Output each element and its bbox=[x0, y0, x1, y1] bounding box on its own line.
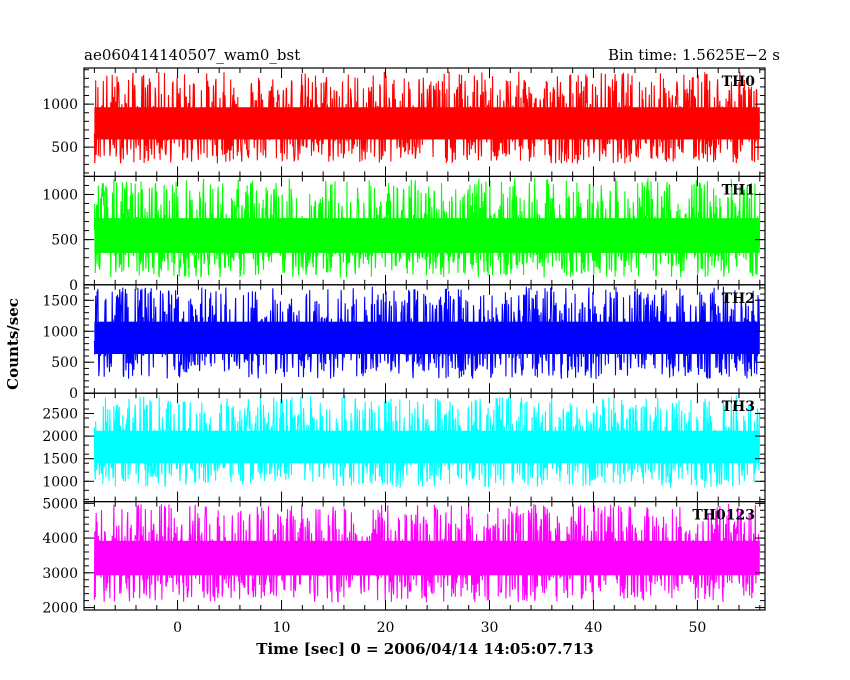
panel-th0: 500 1000 TH0 bbox=[42, 67, 766, 178]
panel-th2: 0 500 1000 1500 TH2 bbox=[42, 284, 766, 402]
x-tick-label: 40 bbox=[585, 620, 603, 636]
y-tick-label: 2000 bbox=[42, 601, 78, 617]
series-line-th0123 bbox=[93, 503, 761, 603]
y-tick-label: 1000 bbox=[42, 324, 78, 340]
y-tick-label: 500 bbox=[51, 233, 78, 249]
x-tick-label: 30 bbox=[481, 620, 499, 636]
panel-label-th0123: TH0123 bbox=[692, 508, 755, 524]
x-tick-label: 0 bbox=[173, 620, 182, 636]
panel-th3: 1000 1500 2000 2500 TH3 bbox=[42, 392, 766, 503]
bin-time-label: Bin time: 1.5625E−2 s bbox=[608, 46, 780, 64]
chart-title: ae060414140507_wam0_bst bbox=[84, 46, 300, 64]
y-tick-label: 5000 bbox=[42, 496, 78, 512]
y-tick-label: 500 bbox=[51, 355, 78, 371]
y-tick-label: 2000 bbox=[42, 429, 78, 445]
x-tick-label: 50 bbox=[689, 620, 707, 636]
y-tick-label: 2500 bbox=[42, 407, 78, 423]
panel-label-th3: TH3 bbox=[722, 399, 755, 415]
x-tick-label: 10 bbox=[273, 620, 291, 636]
y-tick-label: 1500 bbox=[42, 293, 78, 309]
y-tick-label: 1500 bbox=[42, 452, 78, 468]
panel-label-th2: TH2 bbox=[722, 291, 755, 307]
panel-frame bbox=[83, 501, 766, 611]
y-tick-label: 0 bbox=[69, 278, 78, 294]
series-core-th0123 bbox=[94, 540, 760, 576]
y-tick-label: 3000 bbox=[42, 566, 78, 582]
x-tick-label: 20 bbox=[377, 620, 395, 636]
x-axis: 0 10 20 30 40 50 bbox=[173, 620, 706, 636]
y-tick-label: 1000 bbox=[42, 97, 78, 113]
y-tick-label: 1000 bbox=[42, 187, 78, 203]
series-core-th3 bbox=[94, 430, 760, 464]
series-core-th0 bbox=[94, 107, 760, 140]
y-axis-label: Counts/sec bbox=[4, 298, 22, 390]
panel-th0123: 2000 3000 4000 5000 TH0123 bbox=[42, 496, 766, 617]
y-tick-label: 0 bbox=[69, 386, 78, 402]
y-tick-label: 4000 bbox=[42, 531, 78, 547]
panel-label-th1: TH1 bbox=[722, 182, 755, 198]
panel-label-th0: TH0 bbox=[722, 74, 756, 90]
series-core-th2 bbox=[94, 321, 760, 354]
panel-th1: 0 500 1000 TH1 bbox=[42, 175, 766, 294]
y-tick-label: 500 bbox=[51, 140, 78, 156]
y-tick-label: 1000 bbox=[42, 474, 78, 490]
series-core-th1 bbox=[94, 218, 760, 253]
x-axis-label: Time [sec] 0 = 2006/04/14 14:05:07.713 bbox=[256, 640, 593, 658]
panels-group: 500 1000 TH0 0 500 1000 TH1 0 500 1000 1500 TH2 1000… bbox=[42, 67, 766, 617]
